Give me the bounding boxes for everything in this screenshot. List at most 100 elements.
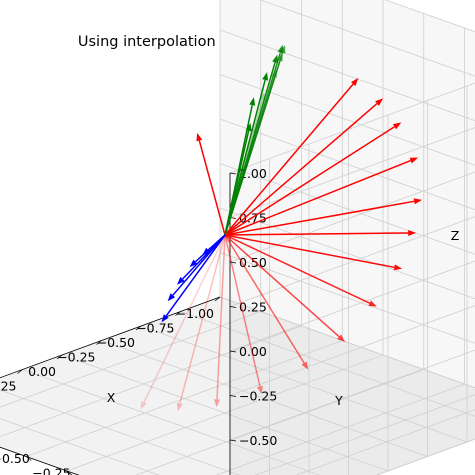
quiver-arrow <box>224 69 278 236</box>
z-tick-mark <box>229 395 237 397</box>
arrow-shaft <box>216 234 226 400</box>
z-tick-label: 0.25 <box>239 300 267 315</box>
x-tick-label: −0.50 <box>97 335 135 350</box>
arrow-shaft <box>224 234 370 304</box>
quiver-arrow <box>224 230 417 236</box>
arrow-head <box>368 300 377 307</box>
x-tick-label: 0.25 <box>0 379 17 394</box>
arrow-head <box>257 385 263 395</box>
grid-line <box>0 418 160 475</box>
arrow-head <box>214 399 220 408</box>
grid-line <box>229 171 475 263</box>
arrow-shaft <box>224 60 281 236</box>
z-tick-mark <box>229 350 237 353</box>
arrow-head <box>279 45 286 54</box>
quiver-arrow <box>224 198 423 236</box>
arrow-shaft <box>224 200 415 236</box>
x-tick-mark <box>214 296 221 302</box>
grid-line <box>375 438 475 475</box>
grid-line <box>219 74 475 166</box>
arrow-head <box>392 122 402 130</box>
quiver-arrow <box>224 234 346 342</box>
quiver-arrow <box>224 234 309 370</box>
arrow-shaft <box>224 234 395 269</box>
quiver-arrows <box>140 44 423 412</box>
grid-line <box>295 409 475 475</box>
arrow-head <box>176 402 183 412</box>
z-tick-mark <box>229 306 237 308</box>
x-tick-mark <box>175 311 181 316</box>
arrow-shaft <box>224 126 395 236</box>
arrow-head <box>161 314 169 323</box>
arrow-shaft <box>224 159 411 236</box>
quiver-arrow <box>224 122 402 236</box>
y-axis-label: Y <box>334 393 343 408</box>
x-tick-label: −0.75 <box>136 321 174 336</box>
quiver-arrow <box>224 97 256 236</box>
z-tick-mark <box>229 261 237 264</box>
arrow-shaft <box>198 140 226 236</box>
arrow-head <box>409 157 419 164</box>
arrow-shaft <box>224 76 275 236</box>
arrow-head <box>262 72 268 81</box>
grid-line <box>66 354 384 472</box>
quiver-arrow <box>224 234 263 395</box>
arrow-shaft <box>224 234 340 338</box>
z-tick-label: −0.50 <box>239 433 277 448</box>
arrow-shaft <box>224 99 264 236</box>
x-tick-mark <box>17 369 23 374</box>
arrow-head <box>272 54 278 64</box>
arrow-shaft <box>179 234 226 404</box>
arrow-head <box>408 230 417 236</box>
arrow-head <box>375 98 384 106</box>
arrow-head <box>167 293 176 302</box>
arrow-head <box>249 97 256 106</box>
grid-line <box>135 369 424 475</box>
arrow-shaft <box>224 104 253 236</box>
arrow-head <box>202 247 211 256</box>
arrow-head <box>177 276 185 285</box>
quiver-arrow <box>224 53 283 236</box>
grid-line <box>229 260 475 352</box>
arrow-shaft <box>224 232 409 236</box>
y-tick-mark <box>66 470 73 475</box>
arrow-head <box>277 53 283 62</box>
x-tick-label: −0.25 <box>57 350 95 365</box>
arrow-shaft <box>224 83 354 236</box>
arrow-shaft <box>224 234 305 364</box>
quiver-arrow <box>224 157 419 236</box>
quiver-arrow <box>224 98 384 236</box>
grid-line <box>259 0 475 77</box>
arrow-shaft <box>224 103 378 236</box>
arrow-shaft <box>143 234 226 403</box>
y-tick-label: −0.25 <box>32 466 70 475</box>
quiver-arrow <box>214 234 226 408</box>
arrow-shaft <box>207 234 226 251</box>
arrow-head <box>393 264 403 271</box>
x-axis-label: X <box>107 390 116 405</box>
quiver-arrow <box>224 72 268 236</box>
x-tick-mark <box>56 354 63 360</box>
arrow-head <box>351 77 359 86</box>
z-axis-label: Z <box>451 228 460 243</box>
arrow-head <box>271 69 278 78</box>
arrow-head <box>189 259 198 268</box>
quiver-arrow <box>224 77 359 236</box>
z-tick-label: 0.00 <box>239 344 267 359</box>
quiver-arrow <box>224 92 266 236</box>
x-tick-mark <box>96 340 102 345</box>
grid-line <box>22 369 321 475</box>
arrow-shaft <box>165 234 226 317</box>
arrow-head <box>337 334 346 342</box>
grid-line <box>229 82 475 174</box>
x-tick-mark <box>135 325 142 331</box>
z-tick-mark <box>229 172 237 175</box>
arrow-head <box>140 401 147 410</box>
arrow-shaft <box>224 79 266 236</box>
grid-line <box>219 118 475 211</box>
quiver-arrow <box>140 234 226 410</box>
y-tick-label: −0.50 <box>0 451 30 466</box>
quiver-arrow <box>224 234 377 307</box>
